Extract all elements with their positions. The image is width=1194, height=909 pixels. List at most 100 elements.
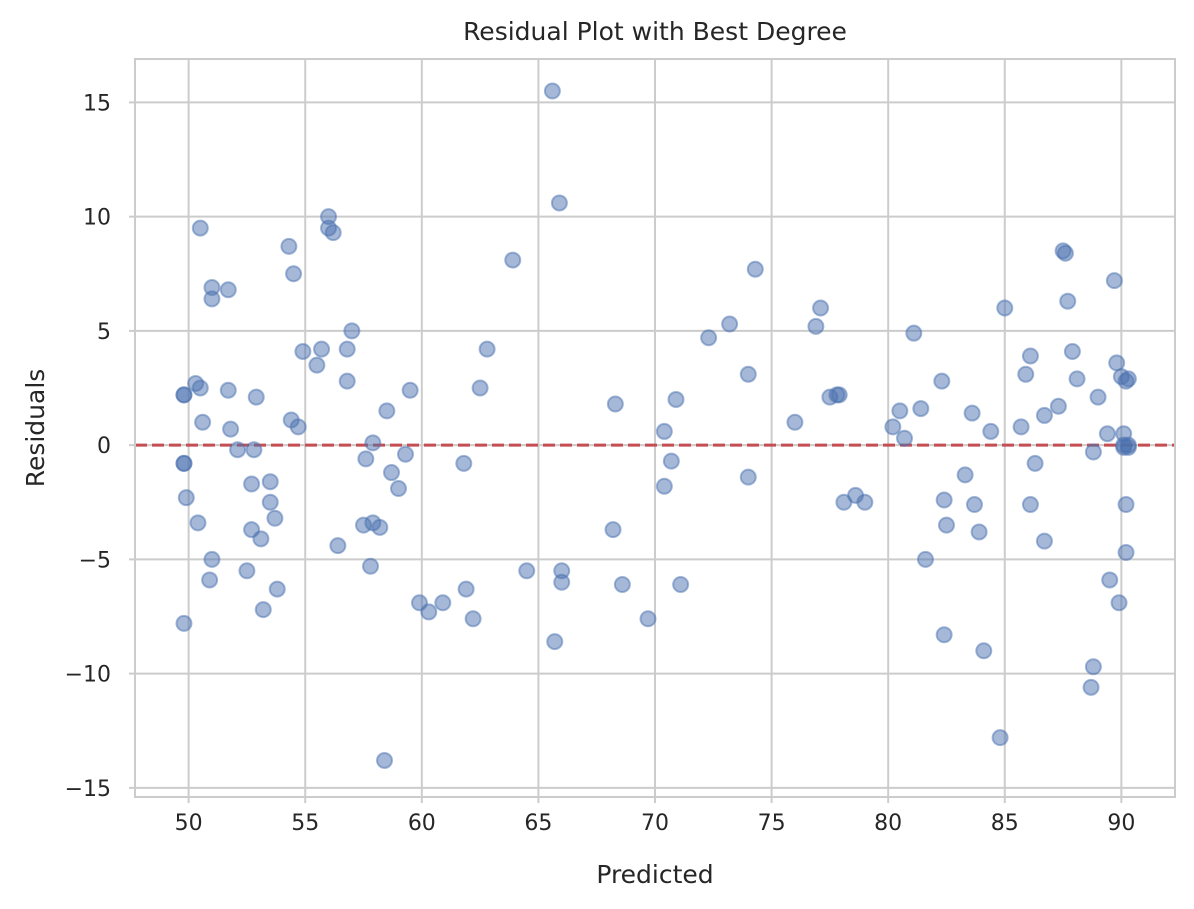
data-point: [672, 576, 690, 594]
data-point: [383, 464, 401, 482]
data-point: [975, 642, 993, 660]
data-point: [504, 251, 522, 269]
data-point: [261, 493, 279, 511]
x-tick-label: 85: [991, 811, 1019, 836]
data-point: [371, 518, 389, 536]
data-point: [553, 573, 571, 591]
data-point: [191, 219, 209, 237]
y-tick-label: 5: [97, 320, 111, 345]
x-tick-label: 80: [874, 811, 902, 836]
data-point: [1101, 571, 1119, 589]
data-point: [203, 550, 221, 568]
data-point: [222, 420, 240, 438]
data-point: [830, 386, 848, 404]
y-axis-label: Residuals: [21, 369, 50, 488]
data-point: [357, 450, 375, 468]
data-point: [229, 441, 247, 459]
data-point: [254, 601, 272, 619]
data-point: [396, 445, 414, 463]
data-point: [891, 402, 909, 420]
data-point: [420, 603, 438, 621]
y-tick-label: 0: [97, 434, 111, 459]
data-point: [1082, 678, 1100, 696]
data-point: [247, 388, 265, 406]
data-point: [912, 400, 930, 418]
data-point: [1089, 388, 1107, 406]
data-point: [1021, 496, 1039, 514]
x-axis-label: Predicted: [596, 860, 713, 889]
data-point: [543, 82, 561, 100]
x-tick-label: 60: [408, 811, 436, 836]
data-point: [478, 340, 496, 358]
data-point: [739, 468, 757, 486]
x-axis-ticks: 50 55 60 65 70 75 80 85 90: [175, 797, 1135, 836]
data-point: [905, 324, 923, 342]
data-point: [238, 562, 256, 580]
y-tick-label: 10: [83, 206, 111, 231]
y-tick-label: −15: [65, 777, 111, 802]
data-point: [606, 395, 624, 413]
y-axis-ticks: 15 10 5 0 −5 −10 −15: [65, 91, 135, 802]
data-point: [550, 194, 568, 212]
data-point: [856, 493, 874, 511]
data-point: [266, 509, 284, 527]
data-point: [280, 237, 298, 255]
data-point: [1063, 342, 1081, 360]
data-point: [639, 610, 657, 628]
data-point: [268, 580, 286, 598]
data-point: [201, 571, 219, 589]
data-point: [1098, 425, 1116, 443]
y-tick-label: 15: [83, 91, 111, 116]
x-tick-label: 90: [1107, 811, 1135, 836]
data-point: [1012, 418, 1030, 436]
data-point: [294, 342, 312, 360]
data-point: [786, 413, 804, 431]
data-point: [655, 477, 673, 495]
data-point: [1117, 544, 1135, 562]
data-point: [329, 537, 347, 555]
data-point: [1110, 594, 1128, 612]
data-point: [1068, 370, 1086, 388]
data-point: [191, 379, 209, 397]
data-point: [203, 290, 221, 308]
data-point: [308, 356, 326, 374]
data-point: [662, 452, 680, 470]
data-point: [982, 422, 1000, 440]
data-point: [1035, 532, 1053, 550]
data-point: [175, 454, 193, 472]
x-tick-label: 65: [524, 811, 552, 836]
data-point: [471, 379, 489, 397]
data-point: [613, 576, 631, 594]
data-point: [896, 429, 914, 447]
data-point: [324, 224, 342, 242]
data-point: [991, 729, 1009, 747]
data-point: [700, 329, 718, 347]
x-tick-label: 70: [641, 811, 669, 836]
data-point: [1035, 406, 1053, 424]
data-point: [457, 580, 475, 598]
data-point: [1084, 443, 1102, 461]
data-point: [1049, 397, 1067, 415]
data-point: [219, 281, 237, 299]
data-point: [1084, 658, 1102, 676]
data-point: [916, 550, 934, 568]
data-point: [746, 260, 764, 278]
data-point: [245, 441, 263, 459]
data-point: [175, 386, 193, 404]
data-point: [996, 299, 1014, 317]
data-point: [970, 523, 988, 541]
data-point: [812, 299, 830, 317]
data-point: [667, 390, 685, 408]
data-point: [935, 626, 953, 644]
data-point: [338, 340, 356, 358]
data-points: [175, 82, 1137, 769]
data-point: [546, 633, 564, 651]
data-point: [194, 413, 212, 431]
data-point: [338, 372, 356, 390]
data-point: [518, 562, 536, 580]
data-point: [362, 557, 380, 575]
data-point: [956, 466, 974, 484]
data-point: [1059, 292, 1077, 310]
data-point: [378, 402, 396, 420]
data-point: [1021, 347, 1039, 365]
